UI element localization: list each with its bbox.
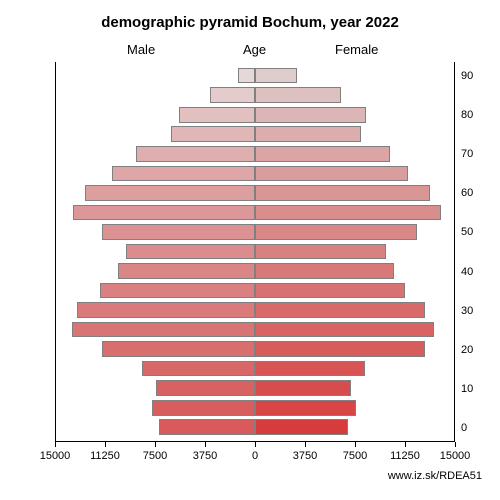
- x-label: 3750: [293, 450, 317, 462]
- x-label: 11250: [390, 450, 420, 462]
- bar-female-10: [255, 380, 351, 396]
- bar-male-60: [85, 185, 255, 201]
- age-label-80: 80: [461, 109, 473, 121]
- bar-female-80: [255, 107, 366, 123]
- bar-male-15: [142, 361, 255, 377]
- x-tick: [155, 442, 156, 447]
- age-row-20: [56, 339, 454, 359]
- age-label-70: 70: [461, 148, 473, 160]
- bar-male-85: [210, 87, 255, 103]
- bar-male-35: [100, 283, 255, 299]
- bar-male-50: [102, 224, 255, 240]
- bar-male-55: [73, 205, 255, 221]
- x-tick: [105, 442, 106, 447]
- bar-female-65: [255, 166, 408, 182]
- pyramid-chart: demographic pyramid Bochum, year 2022 Ma…: [0, 0, 500, 500]
- bar-female-15: [255, 361, 365, 377]
- bar-male-75: [171, 126, 255, 142]
- age-label-30: 30: [461, 305, 473, 317]
- header-female: Female: [335, 42, 378, 57]
- age-label-20: 20: [461, 344, 473, 356]
- x-tick: [355, 442, 356, 447]
- age-row-5: [56, 398, 454, 418]
- x-label: 15000: [440, 450, 471, 462]
- x-tick: [205, 442, 206, 447]
- x-label: 7500: [343, 450, 367, 462]
- age-row-70: [56, 144, 454, 164]
- bar-female-0: [255, 419, 348, 435]
- bar-male-65: [112, 166, 255, 182]
- x-tick: [255, 442, 256, 447]
- bar-male-5: [152, 400, 255, 416]
- age-row-75: [56, 125, 454, 145]
- age-row-0: [56, 417, 454, 437]
- bar-male-25: [72, 322, 255, 338]
- bar-male-45: [126, 244, 255, 260]
- bar-female-85: [255, 87, 341, 103]
- bar-male-30: [77, 302, 255, 318]
- x-tick: [55, 442, 56, 447]
- age-row-55: [56, 203, 454, 223]
- bar-male-70: [136, 146, 255, 162]
- x-label: 15000: [40, 450, 71, 462]
- age-label-10: 10: [461, 383, 473, 395]
- bar-female-5: [255, 400, 356, 416]
- bar-female-30: [255, 302, 425, 318]
- bar-female-35: [255, 283, 405, 299]
- bar-male-40: [118, 263, 255, 279]
- age-row-10: [56, 378, 454, 398]
- bar-female-20: [255, 341, 425, 357]
- x-label: 11250: [90, 450, 120, 462]
- bar-female-40: [255, 263, 394, 279]
- bar-female-70: [255, 146, 390, 162]
- age-row-30: [56, 300, 454, 320]
- bar-male-80: [179, 107, 255, 123]
- x-tick: [305, 442, 306, 447]
- age-row-80: [56, 105, 454, 125]
- chart-title: demographic pyramid Bochum, year 2022: [0, 14, 500, 31]
- age-label-50: 50: [461, 226, 473, 238]
- bar-female-60: [255, 185, 430, 201]
- age-label-40: 40: [461, 266, 473, 278]
- bar-male-10: [156, 380, 256, 396]
- age-row-40: [56, 261, 454, 281]
- bar-female-90: [255, 68, 297, 84]
- age-row-35: [56, 281, 454, 301]
- age-row-25: [56, 320, 454, 340]
- bar-female-75: [255, 126, 361, 142]
- age-row-15: [56, 359, 454, 379]
- age-row-85: [56, 85, 454, 105]
- age-label-60: 60: [461, 187, 473, 199]
- age-row-50: [56, 222, 454, 242]
- plot-inner: [56, 62, 454, 441]
- header-male: Male: [127, 42, 155, 57]
- source-url: www.iz.sk/RDEA51: [388, 470, 482, 482]
- bar-male-20: [102, 341, 255, 357]
- x-label: 3750: [193, 450, 217, 462]
- x-label: 0: [252, 450, 258, 462]
- bar-female-55: [255, 205, 441, 221]
- age-row-45: [56, 242, 454, 262]
- bar-male-90: [238, 68, 255, 84]
- age-label-90: 90: [461, 70, 473, 82]
- bar-female-25: [255, 322, 434, 338]
- plot-area: [55, 62, 455, 442]
- header-age: Age: [243, 42, 266, 57]
- bar-female-45: [255, 244, 386, 260]
- x-tick: [455, 442, 456, 447]
- x-tick: [405, 442, 406, 447]
- bar-female-50: [255, 224, 417, 240]
- age-row-60: [56, 183, 454, 203]
- age-row-65: [56, 164, 454, 184]
- age-label-0: 0: [461, 422, 467, 434]
- x-label: 7500: [143, 450, 167, 462]
- age-row-90: [56, 66, 454, 86]
- bar-male-0: [159, 419, 255, 435]
